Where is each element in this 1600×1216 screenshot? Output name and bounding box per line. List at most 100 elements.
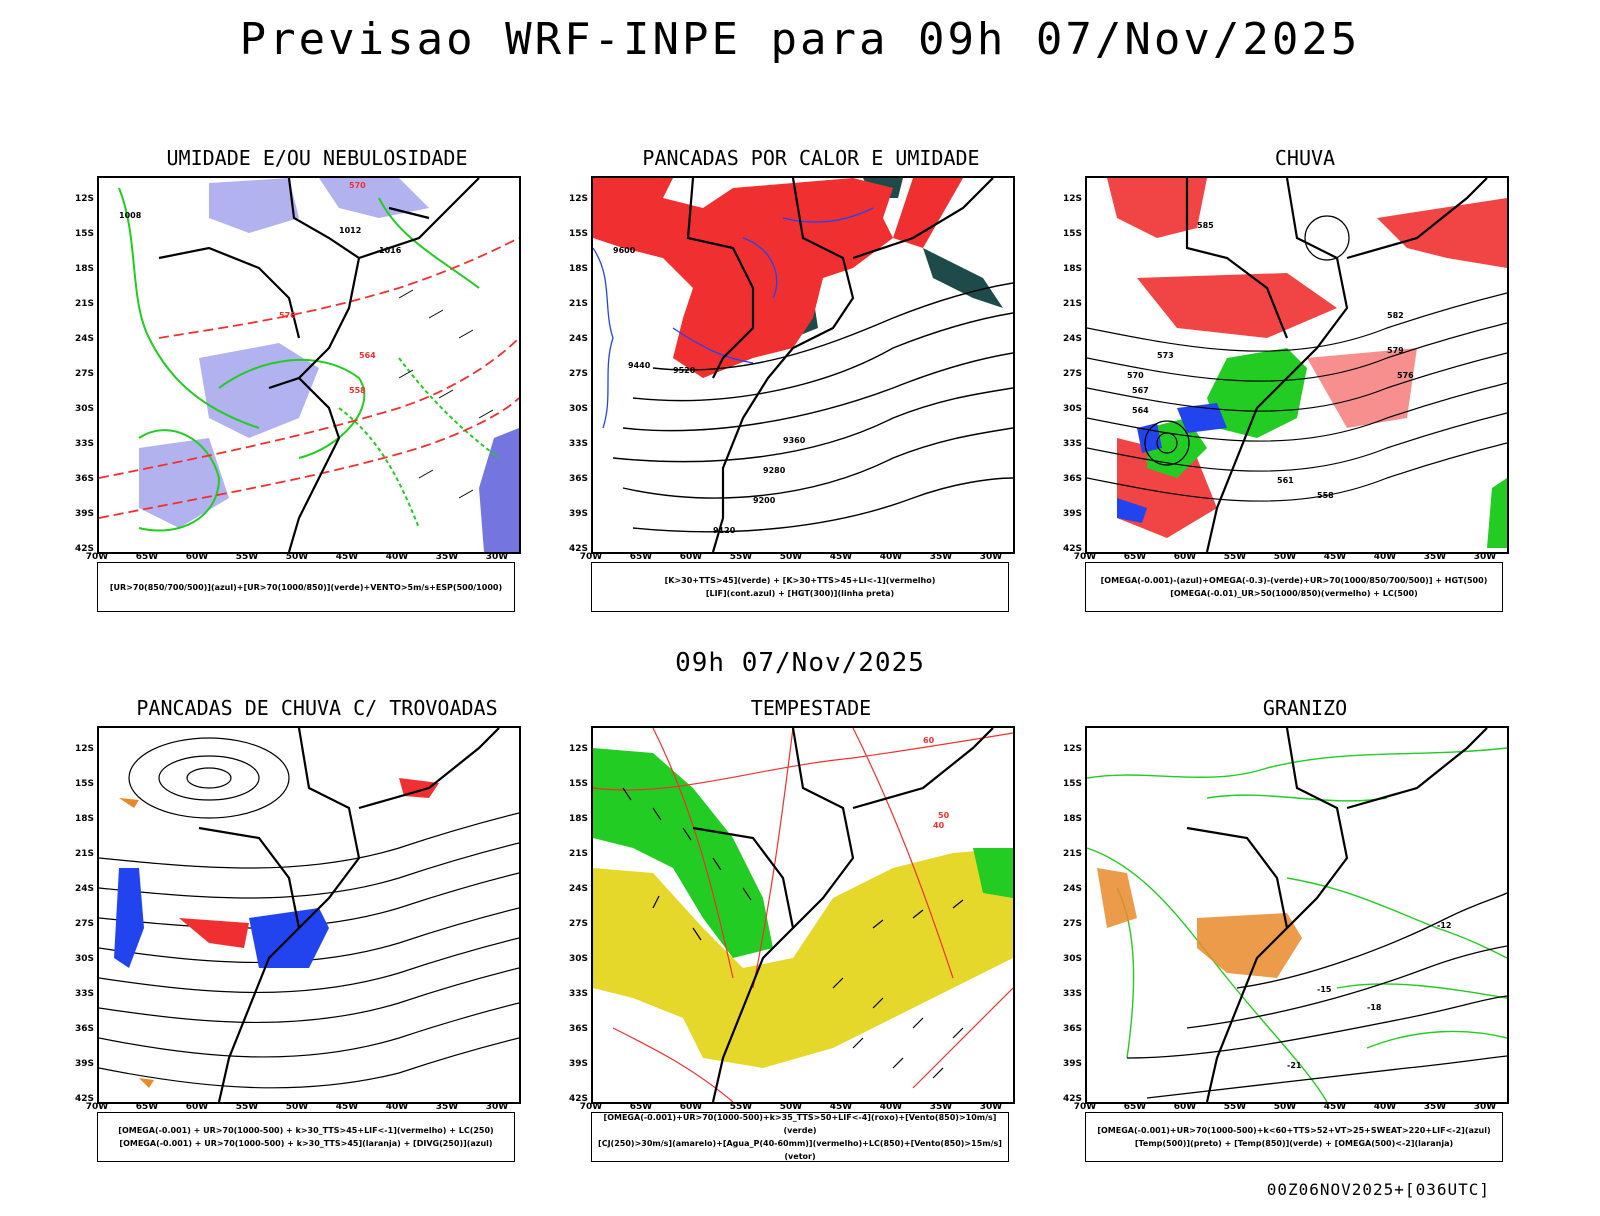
contour-label: 564 (359, 351, 376, 360)
longitude-tick-label: 55W (1223, 552, 1247, 562)
panel-heat-humidity-showers: PANCADAS POR CALOR E UMIDADE (551, 146, 1071, 666)
latitude-tick-label: 33S (1062, 989, 1082, 999)
contour-label: 570 (1127, 371, 1144, 380)
map-plot (97, 726, 521, 1104)
latitude-tick-label: 36S (568, 1024, 588, 1034)
latitude-tick-label: 15S (1062, 229, 1082, 239)
hgt-labels: 585 582 579 576 573 570 567 564 561 558 (1127, 221, 1414, 500)
lc250-streamlines (99, 737, 519, 1089)
latitude-tick-label: 18S (1062, 264, 1082, 274)
hgt-labels: 9600 9520 9440 9360 9280 9200 9120 (613, 246, 806, 535)
legend-line: [UR>70(850/700/500)](azul)+[UR>70(1000/8… (109, 582, 503, 592)
longitude-tick-label: 30W (1473, 552, 1497, 562)
latitude-tick-label: 24S (1062, 334, 1082, 344)
latitude-tick-label: 21S (568, 849, 588, 859)
hgt500-contours (1087, 215, 1507, 502)
longitude-tick-label: 50W (285, 1102, 309, 1112)
longitude-tick-label: 45W (335, 552, 359, 562)
legend-box: [OMEGA(-0.001)+UR>70(1000-500)+k<60+TTS>… (1085, 1112, 1503, 1162)
latitude-tick-label: 15S (568, 779, 588, 789)
latitude-tick-label: 42S (568, 544, 588, 554)
latitude-tick-label: 39S (1062, 1059, 1082, 1069)
contour-label: 1012 (339, 226, 361, 235)
contour-label: 9440 (628, 361, 651, 370)
latitude-tick-label: 12S (1062, 194, 1082, 204)
contour-label: 1016 (379, 246, 402, 255)
latitude-tick-label: 30S (568, 954, 588, 964)
map-svg: 585 582 579 576 573 570 567 564 561 558 (1087, 178, 1507, 552)
latitude-tick-label: 15S (568, 229, 588, 239)
panel-hail: GRANIZO (1045, 696, 1565, 1216)
contour-label: 573 (1157, 351, 1174, 360)
latitude-tick-label: 39S (568, 509, 588, 519)
longitude-tick-label: 35W (929, 552, 953, 562)
latitude-tick-label: 36S (568, 474, 588, 484)
latitude-tick-label: 24S (74, 884, 94, 894)
longitude-tick-label: 50W (779, 1102, 803, 1112)
contour-label: 50 (938, 811, 950, 820)
latitude-tick-label: 24S (1062, 884, 1082, 894)
latitude-tick-label: 30S (74, 404, 94, 414)
latitude-tick-label: 39S (74, 509, 94, 519)
contour-label: 9520 (673, 366, 696, 375)
longitude-tick-label: 40W (385, 552, 409, 562)
latitude-tick-label: 36S (1062, 1024, 1082, 1034)
panel-rain: CHUVA (1045, 146, 1565, 666)
contour-label: 9360 (783, 436, 806, 445)
blue-omega-areas (1117, 403, 1227, 523)
contour-label: 558 (1317, 491, 1334, 500)
latitude-tick-label: 42S (74, 544, 94, 554)
blue-lif-contours (593, 207, 874, 429)
panel-title: UMIDADE E/OU NEBULOSIDADE (166, 146, 468, 170)
page-title: Previsao WRF-INPE para 09h 07/Nov/2025 (239, 14, 1361, 65)
contour-label: -15 (1317, 985, 1332, 994)
longitude-tick-label: 65W (629, 552, 653, 562)
contour-label: 585 (1197, 221, 1214, 230)
contour-label: -21 (1287, 1061, 1302, 1070)
hgt-contours (612, 282, 1013, 533)
green-humidity-contours (118, 187, 500, 532)
temp-labels: -12 -15 -18 -21 (1287, 921, 1451, 1070)
legend-line: [OMEGA(-0.01)_UR>50(1000/850)(vermelho) … (1170, 589, 1418, 598)
map-plot: 585 582 579 576 573 570 567 564 561 558 (1085, 176, 1509, 554)
longitude-tick-label: 70W (579, 1102, 603, 1112)
latitude-tick-label: 36S (74, 1024, 94, 1034)
legend-box: [OMEGA(-0.001)+UR>70(1000-500)+k>35_TTS>… (591, 1112, 1009, 1162)
latitude-tick-label: 27S (568, 369, 588, 379)
latitude-tick-label: 12S (568, 194, 588, 204)
longitude-tick-label: 45W (1323, 552, 1347, 562)
latitude-tick-label: 30S (568, 404, 588, 414)
longitude-tick-label: 65W (1123, 552, 1147, 562)
contour-label: 579 (1387, 346, 1404, 355)
contour-label: 1008 (119, 211, 142, 220)
latitude-tick-label: 33S (568, 989, 588, 999)
contour-label: 9200 (753, 496, 776, 505)
legend-box: [OMEGA(-0.001)-(azul)+OMEGA(-0.3)-(verde… (1085, 562, 1503, 612)
model-run-label: 00Z06NOV2025+[036UTC] (1266, 1180, 1490, 1199)
latitude-tick-label: 18S (74, 264, 94, 274)
legend-line: [OMEGA(-0.001)+UR>70(1000-500)+k<60+TTS>… (1097, 1126, 1491, 1135)
latitude-tick-label: 15S (1062, 779, 1082, 789)
contour-label: 570 (349, 181, 366, 190)
latitude-tick-label: 21S (74, 299, 94, 309)
longitude-tick-label: 30W (979, 1102, 1003, 1112)
longitude-tick-label: 55W (729, 552, 753, 562)
latitude-tick-label: 12S (1062, 744, 1082, 754)
red-rain-areas (1107, 178, 1507, 538)
contour-label: 558 (349, 386, 366, 395)
panel-title: GRANIZO (1262, 696, 1348, 720)
longitude-tick-label: 40W (385, 1102, 409, 1112)
latitude-tick-label: 27S (74, 369, 94, 379)
longitude-tick-label: 65W (135, 552, 159, 562)
latitude-tick-label: 39S (1062, 509, 1082, 519)
borders (1185, 178, 1488, 552)
borders (198, 728, 500, 1102)
legend-line: [LIF](cont.azul) + [HGT(300)](linha pret… (705, 589, 895, 598)
green-temp850-contours (1087, 747, 1507, 1102)
contour-label: 564 (1132, 406, 1149, 415)
legend-box: [OMEGA(-0.001) + UR>70(1000-500) + k>30_… (97, 1112, 515, 1162)
contour-label: 576 (279, 311, 296, 320)
latitude-tick-label: 27S (1062, 369, 1082, 379)
longitude-tick-label: 65W (1123, 1102, 1147, 1112)
contour-label: 582 (1387, 311, 1404, 320)
